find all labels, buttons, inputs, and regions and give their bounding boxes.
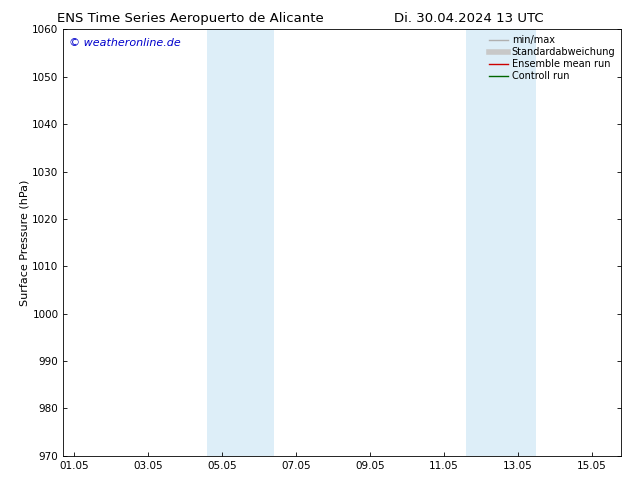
- Bar: [466, 29, 536, 456]
- Y-axis label: Surface Pressure (hPa): Surface Pressure (hPa): [20, 179, 30, 306]
- Legend: min/max, Standardabweichung, Ensemble mean run, Controll run: min/max, Standardabweichung, Ensemble me…: [486, 32, 618, 84]
- Text: © weatheronline.de: © weatheronline.de: [69, 38, 181, 48]
- Bar: [207, 29, 274, 456]
- Text: ENS Time Series Aeropuerto de Alicante: ENS Time Series Aeropuerto de Alicante: [57, 12, 323, 25]
- Text: Di. 30.04.2024 13 UTC: Di. 30.04.2024 13 UTC: [394, 12, 544, 25]
